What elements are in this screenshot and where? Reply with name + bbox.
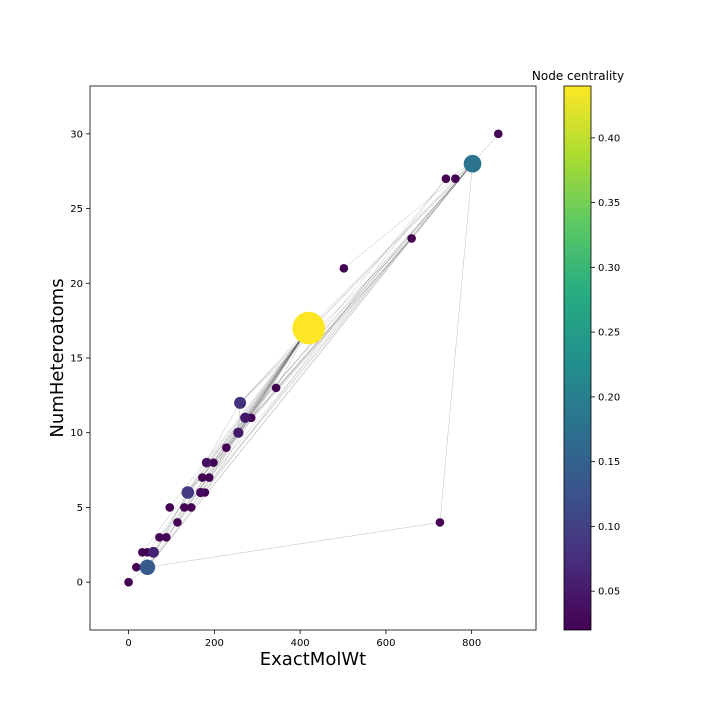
node-point-n11 <box>180 503 189 512</box>
y-axis-label: NumHeteroatoms <box>47 278 68 437</box>
node-point-n10 <box>173 518 182 527</box>
y-axis: 0 5 10 15 20 25 30 <box>70 129 90 589</box>
y-tick-label-10: 10 <box>70 428 83 439</box>
node-layer <box>124 129 503 587</box>
edge-n26-n18 <box>209 328 309 478</box>
edge-n26-n17 <box>206 328 309 463</box>
edge-n26-n3 <box>147 328 309 553</box>
edge-n12-n6 <box>153 492 188 553</box>
edge-n28-n4 <box>147 238 412 568</box>
edge-n26-n22 <box>239 327 309 403</box>
node-point-n9 <box>165 503 175 512</box>
x-tick-label-200: 200 <box>205 638 224 649</box>
x-tick-label-800: 800 <box>462 638 481 649</box>
edge-n32-n24 <box>251 163 473 418</box>
colorbar-title: Node centrality <box>532 69 624 83</box>
node-point-n26 <box>292 311 326 345</box>
x-axis: 0 200 400 600 800 <box>125 630 481 649</box>
edge-n28-n25 <box>275 238 412 389</box>
colorbar-tick-label-0.2: 0.20 <box>598 392 620 403</box>
node-point-n18 <box>204 473 214 482</box>
node-point-n27 <box>339 264 349 273</box>
edge-n32-n22 <box>239 163 473 403</box>
node-point-n33 <box>493 129 503 139</box>
node-point-n4 <box>139 559 156 575</box>
node-point-n31 <box>451 174 460 183</box>
node-point-n15 <box>198 473 207 482</box>
y-tick-label-0: 0 <box>77 578 83 589</box>
y-tick-label-30: 30 <box>70 129 83 140</box>
edge-n12-n22 <box>187 402 241 493</box>
node-point-n1 <box>132 562 141 572</box>
node-point-n28 <box>407 234 416 243</box>
node-point-n13 <box>186 503 196 512</box>
node-point-n22 <box>234 396 247 409</box>
edge-n26-n15 <box>202 328 309 478</box>
node-point-n29 <box>435 518 445 527</box>
colorbar-tick-label-0.35: 0.35 <box>598 198 620 209</box>
edge-n32-n29 <box>439 163 473 523</box>
edge-n32-n27 <box>343 163 473 269</box>
x-tick-label-600: 600 <box>376 638 395 649</box>
node-point-n20 <box>222 443 231 452</box>
edge-n30-n4 <box>147 178 447 568</box>
node-point-n6 <box>148 546 159 558</box>
x-tick-label-0: 0 <box>125 638 131 649</box>
node-point-n0 <box>124 577 133 587</box>
colorbar <box>563 85 592 631</box>
y-tick-label-25: 25 <box>70 204 83 215</box>
node-point-n21 <box>233 427 244 438</box>
edge-n28-n22 <box>239 238 412 403</box>
y-tick-label-5: 5 <box>77 503 83 514</box>
edge-n29-n4 <box>147 522 440 568</box>
edge-n26-n16 <box>204 328 309 493</box>
colorbar-axis: 0.05 0.10 0.15 0.20 0.25 0.30 0.35 0.40 <box>591 133 620 598</box>
edge-n32-n17 <box>206 163 473 463</box>
edge-n32-n28 <box>411 163 473 239</box>
edge-n26-n2 <box>142 328 309 553</box>
node-point-n7 <box>155 533 164 542</box>
node-point-n17 <box>201 457 212 468</box>
colorbar-tick-label-0.25: 0.25 <box>598 328 620 339</box>
node-point-n8 <box>162 533 171 542</box>
edge-n28-n12 <box>187 238 412 493</box>
y-tick-label-15: 15 <box>70 354 83 365</box>
x-tick-label-400: 400 <box>291 638 310 649</box>
node-point-n19 <box>209 458 218 467</box>
node-point-n25 <box>271 383 281 393</box>
edge-n28-n21 <box>238 238 412 433</box>
x-axis-label: ExactMolWt <box>260 649 366 670</box>
edge-n32-n6 <box>153 163 473 553</box>
edge-n32-n7 <box>159 163 473 538</box>
colorbar-tick-label-0.1: 0.10 <box>598 522 620 533</box>
node-point-n14 <box>196 487 206 498</box>
node-point-n23 <box>240 412 251 423</box>
node-point-n32 <box>463 154 482 173</box>
colorbar-tick-label-0.15: 0.15 <box>598 457 620 468</box>
colorbar-tick-label-0.05: 0.05 <box>598 587 620 598</box>
edge-layer <box>128 133 499 583</box>
colorbar-tick-label-0.4: 0.40 <box>598 133 620 144</box>
colorbar-tick-label-0.3: 0.30 <box>598 263 620 274</box>
y-tick-label-20: 20 <box>70 279 83 290</box>
edge-n31-n22 <box>239 178 456 403</box>
node-point-n12 <box>181 486 195 499</box>
node-point-n30 <box>441 174 451 183</box>
edge-n32-n14 <box>200 163 473 493</box>
